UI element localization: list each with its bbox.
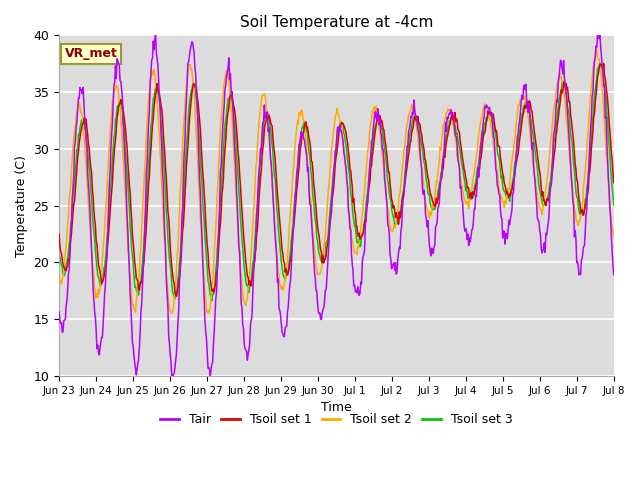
Tsoil set 3 [404, 142, 412, 148]
Tsoil set 1 [209, 288, 216, 294]
Tair [179, 175, 187, 180]
Tsoil set 1 [173, 293, 180, 299]
Tair [610, 272, 618, 278]
Tsoil set 1 [421, 156, 429, 162]
Line: Tsoil set 2: Tsoil set 2 [59, 49, 614, 313]
Tsoil set 2 [593, 47, 600, 52]
Tsoil set 3 [65, 242, 73, 248]
Tair [421, 195, 429, 201]
Tair [169, 379, 177, 384]
Line: Tair: Tair [59, 34, 614, 382]
Tsoil set 1 [122, 137, 130, 143]
Tsoil set 3 [596, 60, 604, 66]
Title: Soil Temperature at -4cm: Soil Temperature at -4cm [240, 15, 433, 30]
Line: Tsoil set 1: Tsoil set 1 [59, 64, 614, 296]
Tsoil set 1 [600, 61, 607, 67]
Tsoil set 2 [65, 197, 73, 203]
Tair [594, 31, 602, 36]
Y-axis label: Temperature (C): Temperature (C) [15, 155, 28, 257]
Legend: Tair, Tsoil set 1, Tsoil set 2, Tsoil set 3: Tair, Tsoil set 1, Tsoil set 2, Tsoil se… [156, 408, 518, 431]
Tair [122, 188, 130, 194]
Tsoil set 2 [421, 196, 429, 202]
Tsoil set 3 [610, 202, 618, 208]
Tair [404, 129, 412, 134]
Tsoil set 2 [55, 276, 63, 282]
Tsoil set 2 [168, 311, 175, 316]
Line: Tsoil set 3: Tsoil set 3 [59, 63, 614, 301]
Tsoil set 3 [122, 161, 130, 167]
Tsoil set 2 [209, 279, 216, 285]
Tsoil set 2 [179, 126, 187, 132]
Tsoil set 3 [179, 211, 186, 217]
Tsoil set 2 [610, 233, 618, 239]
Tsoil set 3 [209, 291, 216, 297]
X-axis label: Time: Time [321, 401, 352, 414]
Tair [55, 309, 63, 315]
Tsoil set 1 [404, 152, 412, 157]
Text: VR_met: VR_met [65, 48, 118, 60]
Tsoil set 2 [122, 209, 130, 215]
Tair [209, 359, 216, 365]
Tsoil set 3 [208, 298, 216, 304]
Tsoil set 3 [421, 162, 429, 168]
Tair [65, 267, 73, 273]
Tsoil set 2 [404, 113, 412, 119]
Tsoil set 1 [55, 231, 63, 237]
Tsoil set 1 [610, 180, 618, 186]
Tsoil set 3 [55, 252, 63, 257]
Tsoil set 1 [179, 223, 187, 228]
Tsoil set 1 [65, 256, 73, 262]
